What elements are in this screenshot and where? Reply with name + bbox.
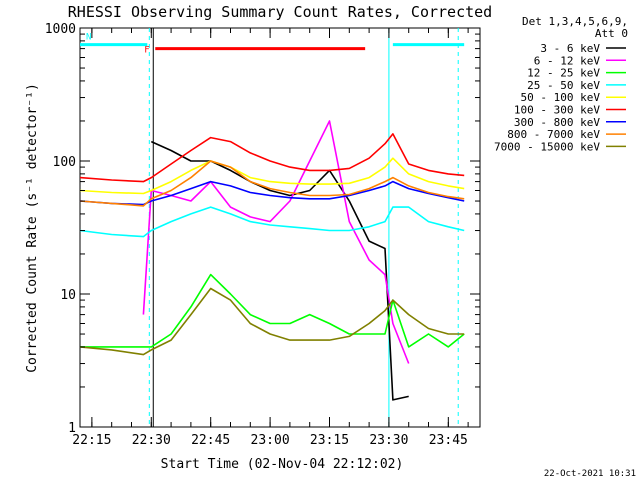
y-axis: 1 10 100 1000 xyxy=(45,22,480,436)
flag-label: N xyxy=(86,33,91,43)
legend-label: 3 - 6 keV xyxy=(540,42,600,55)
legend-label: 50 - 100 keV xyxy=(521,91,601,104)
legend-label: 12 - 25 keV xyxy=(527,67,600,80)
series-line xyxy=(79,287,465,356)
legend-header: Att 0 xyxy=(595,27,628,40)
legend-label: 7000 - 15000 keV xyxy=(494,140,600,153)
x-tick-label: 23:30 xyxy=(369,433,408,448)
series-line xyxy=(79,206,465,238)
chart-title: RHESSI Observing Summary Count Rates, Co… xyxy=(68,3,492,21)
legend-label: 800 - 7000 keV xyxy=(507,128,600,141)
series-line xyxy=(79,133,465,183)
legend-label: 300 - 800 keV xyxy=(514,116,600,129)
x-tick-label: 23:00 xyxy=(251,433,290,448)
series-line xyxy=(80,273,465,348)
y-tick-label: 1 xyxy=(68,421,76,436)
x-tick-label: 22:30 xyxy=(132,433,171,448)
series-line xyxy=(79,160,465,207)
x-axis-label: Start Time (02-Nov-04 22:12:02) xyxy=(161,457,404,472)
x-tick-label: 23:45 xyxy=(429,433,468,448)
y-tick-label: 1000 xyxy=(45,22,76,37)
series-line xyxy=(79,157,465,195)
legend-header: Det 1,3,4,5,6,9, xyxy=(522,15,628,28)
y-tick-label: 10 xyxy=(60,288,76,303)
series-line xyxy=(150,140,409,401)
x-tick-label: 23:15 xyxy=(310,433,349,448)
series-line xyxy=(79,180,465,206)
series-line xyxy=(142,120,410,364)
legend-label: 25 - 50 keV xyxy=(527,79,600,92)
x-axis: 22:15 22:30 22:45 23:00 23:15 23:30 23:45 xyxy=(72,28,469,448)
x-tick-label: 22:45 xyxy=(191,433,230,448)
legend-label: 6 - 12 keV xyxy=(534,54,601,67)
flag-label: F xyxy=(144,46,149,56)
y-tick-label: 100 xyxy=(53,155,76,170)
y-axis-label: Corrected Count Rate (s⁻¹ detector⁻¹) xyxy=(25,83,40,373)
plot-area: FN xyxy=(79,28,465,427)
footer-date: 22-Oct-2021 10:31 xyxy=(544,469,636,479)
legend-label: 100 - 300 keV xyxy=(514,104,600,117)
plot-frame xyxy=(79,27,481,428)
x-tick-label: 22:15 xyxy=(72,433,111,448)
